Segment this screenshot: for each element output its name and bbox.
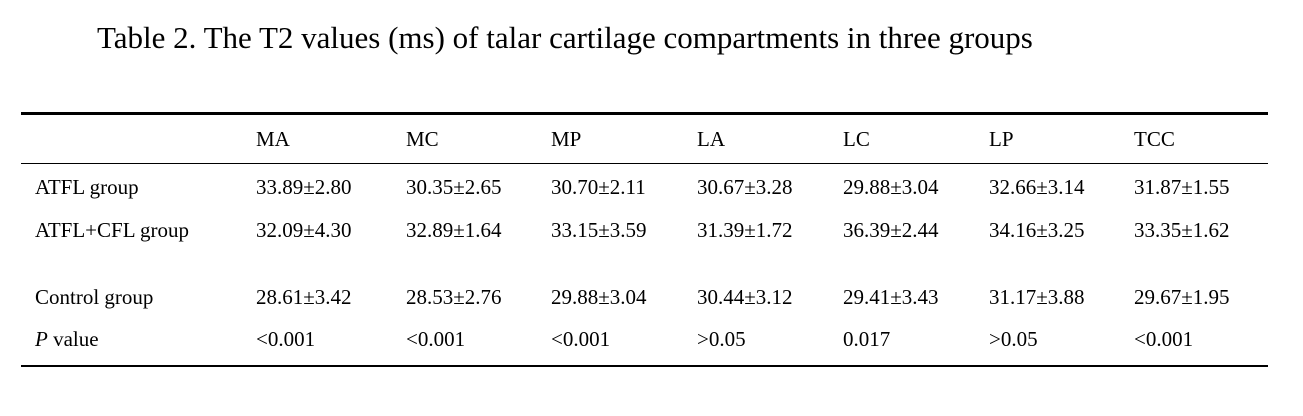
table-header-row: MA MC MP LA LC LP TCC [21,115,1268,163]
table-row: ATFL+CFL group 32.09±4.30 32.89±1.64 33.… [21,214,1268,262]
table-cell: 36.39±2.44 [843,218,939,242]
table-cell: <0.001 [406,327,466,351]
table-cell: 28.53±2.76 [406,285,502,309]
table-row: P value <0.001 <0.001 <0.001 >0.05 0.017… [21,314,1268,365]
header-cell-ma: MA [256,127,290,151]
table-cell: 30.35±2.65 [406,175,502,199]
table-cell: 33.35±1.62 [1134,218,1230,242]
header-cell-lc: LC [843,127,870,151]
results-table: MA MC MP LA LC LP TCC ATFL group 33.89±2… [21,112,1268,367]
table-cell: 33.89±2.80 [256,175,352,199]
table-bottom-rule [21,365,1268,367]
table-header-rule [21,163,1268,164]
table-cell: <0.001 [1134,327,1194,351]
table-cell: 31.39±1.72 [697,218,793,242]
header-cell-lp: LP [989,127,1014,151]
table-cell: 32.09±4.30 [256,218,352,242]
row-label: P value [35,327,99,352]
table-caption: Table 2. The T2 values (ms) of talar car… [97,20,1033,55]
table-cell: 32.89±1.64 [406,218,502,242]
table-cell: 34.16±3.25 [989,218,1085,242]
header-cell-la: LA [697,127,725,151]
header-cell-mp: MP [551,127,582,151]
table-row: Control group 28.61±3.42 28.53±2.76 29.8… [21,262,1268,314]
row-label: ATFL group [35,175,139,199]
row-label: ATFL+CFL group [35,218,189,242]
table-cell: 32.66±3.14 [989,175,1085,199]
table-cell: 30.67±3.28 [697,175,793,199]
p-symbol: P [35,327,48,351]
header-cell-tcc: TCC [1134,127,1175,151]
table-cell: 29.88±3.04 [551,285,647,309]
table-cell: >0.05 [697,327,746,351]
p-value-label: value [47,327,99,351]
table-cell: 29.41±3.43 [843,285,939,309]
table-cell: 33.15±3.59 [551,218,647,242]
table-cell: <0.001 [256,327,316,351]
table-cell: 29.88±3.04 [843,175,939,199]
row-label: Control group [35,285,154,309]
table-cell: 28.61±3.42 [256,285,352,309]
table-cell: 30.70±2.11 [551,175,646,199]
header-cell-mc: MC [406,127,439,151]
table-cell: 31.87±1.55 [1134,175,1230,199]
table-row: ATFL group 33.89±2.80 30.35±2.65 30.70±2… [21,164,1268,214]
table-cell: <0.001 [551,327,611,351]
table-cell: 30.44±3.12 [697,285,793,309]
table-top-rule [21,112,1268,115]
table-cell: 29.67±1.95 [1134,285,1230,309]
table-cell: >0.05 [989,327,1038,351]
table-cell: 31.17±3.88 [989,285,1085,309]
table-cell: 0.017 [843,327,891,351]
